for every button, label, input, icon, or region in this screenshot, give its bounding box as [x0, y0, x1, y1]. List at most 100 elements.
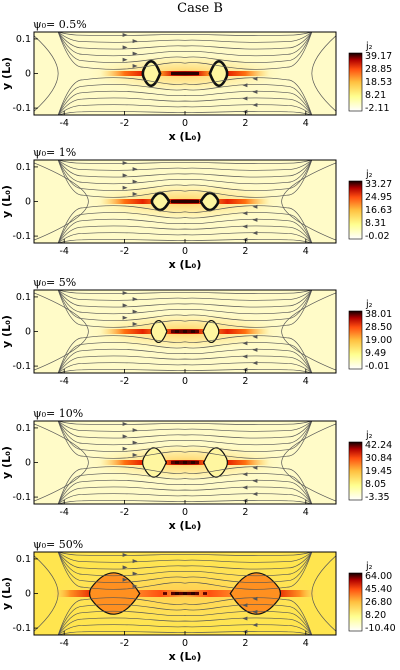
field-arrow	[242, 498, 248, 503]
field-arrow	[252, 596, 258, 601]
x-axis-label: x (L₀)	[169, 519, 202, 532]
field-line	[57, 335, 313, 373]
field-line	[34, 555, 59, 632]
field-line	[58, 32, 312, 36]
panel-label: ψ₀= 0.5%	[33, 18, 87, 31]
field-arrow	[132, 452, 138, 457]
y-tick-label: 0.1	[16, 34, 31, 45]
field-arrow	[252, 465, 258, 470]
field-arrow	[132, 571, 138, 576]
field-line	[57, 552, 313, 563]
colorbar-tick-label: 64.00	[365, 571, 392, 582]
panel-label: ψ₀= 10%	[33, 407, 83, 420]
colorbar-tick-label: -10.40	[365, 623, 396, 634]
field-arrow	[242, 83, 248, 88]
colorbar	[348, 572, 363, 632]
field-line	[311, 555, 336, 632]
field-line	[57, 32, 313, 57]
field-line	[57, 597, 313, 635]
field-line	[57, 421, 313, 432]
field-line	[58, 290, 312, 294]
colorbar-tick-label: 8.21	[365, 90, 386, 101]
x-tick-label: 4	[303, 246, 309, 257]
field-line	[57, 160, 313, 185]
magnetic-island	[150, 320, 168, 343]
y-tick-label: 0	[25, 458, 31, 469]
field-arrow	[252, 103, 258, 108]
field-line	[34, 292, 89, 371]
figure-panel: ψ₀= 5% -4 -2 0 2 4 -0.1 0 0.1 y (L₀) j₂ 38.01 28.50 1…	[0, 276, 400, 408]
colorbar-tick-label: 8.20	[365, 610, 386, 621]
field-arrow	[252, 76, 258, 81]
x-tick-label: 0	[182, 376, 188, 387]
field-arrow	[132, 39, 138, 44]
field-arrow	[122, 434, 128, 439]
y-tick-label: -0.1	[12, 231, 31, 242]
colorbar-tick-label: 38.01	[365, 309, 392, 320]
field-arrow	[242, 341, 248, 346]
field-arrow	[122, 57, 128, 62]
x-tick-label: -2	[120, 246, 129, 257]
field-line	[57, 32, 313, 63]
colorbar	[348, 52, 363, 112]
y-axis-label: y (L₀)	[0, 577, 13, 610]
heatmap-field	[34, 32, 336, 115]
field-line	[57, 290, 313, 315]
colorbar-tick-label: -2.11	[365, 103, 390, 114]
field-arrow	[122, 173, 128, 178]
colorbar-tick-label: 8.05	[365, 479, 386, 490]
field-arrow	[132, 167, 138, 172]
colorbar-tick-label: 28.85	[365, 64, 392, 75]
y-tick-label: 0.1	[16, 162, 31, 173]
field-arrow	[252, 361, 258, 366]
colorbar-tick-label: 45.40	[365, 584, 392, 595]
field-line	[311, 35, 336, 112]
x-tick-label: -2	[120, 376, 129, 387]
colorbar-title: j₂	[365, 169, 373, 180]
field-line	[57, 32, 313, 43]
y-tick-label: -0.1	[12, 623, 31, 634]
field-arrow	[132, 428, 138, 433]
x-tick-label: 4	[303, 638, 309, 649]
y-axis-label: y (L₀)	[0, 446, 13, 479]
field-line	[57, 225, 313, 243]
colorbar-tick-label: -3.35	[365, 492, 390, 503]
field-arrow	[252, 609, 258, 614]
field-line	[57, 32, 313, 50]
field-arrow	[122, 315, 128, 320]
field-line	[57, 552, 313, 570]
field-line	[57, 160, 313, 191]
x-tick-label: 0	[182, 118, 188, 129]
y-axis-label: y (L₀)	[0, 315, 13, 348]
heatmap-svg: ψ₀= 1% -4 -2 0 2 4 -0.1 0 0.1 x (L₀) y (L₀) j₂33.27…	[0, 146, 392, 271]
field-line	[57, 232, 313, 243]
field-arrow	[242, 237, 248, 242]
colorbar-tick-label: 30.84	[365, 453, 392, 464]
field-line	[57, 97, 313, 115]
x-tick-label: 4	[303, 376, 309, 387]
magnetic-island	[202, 320, 220, 343]
field-arrow	[252, 89, 258, 94]
magnetic-island	[199, 191, 220, 212]
field-arrow	[252, 623, 258, 628]
field-arrow	[132, 309, 138, 314]
x-tick-label: -2	[120, 507, 129, 518]
x-tick-label: 4	[303, 118, 309, 129]
field-arrow	[252, 478, 258, 483]
field-line	[57, 479, 313, 504]
field-line	[57, 160, 313, 198]
heatmap-field	[34, 552, 336, 635]
panel-label: ψ₀= 5%	[33, 276, 76, 289]
x-tick-label: -2	[120, 118, 129, 129]
field-arrow	[132, 583, 138, 588]
colorbar-title: j₂	[365, 561, 373, 572]
colorbar-tick-label: 9.49	[365, 348, 386, 359]
field-line	[57, 421, 313, 446]
field-arrow	[252, 347, 258, 352]
y-axis-label: y (L₀)	[0, 185, 13, 218]
heatmap-field	[34, 160, 336, 243]
field-arrow	[122, 552, 128, 557]
field-arrow	[242, 367, 248, 372]
field-arrow	[242, 472, 248, 477]
